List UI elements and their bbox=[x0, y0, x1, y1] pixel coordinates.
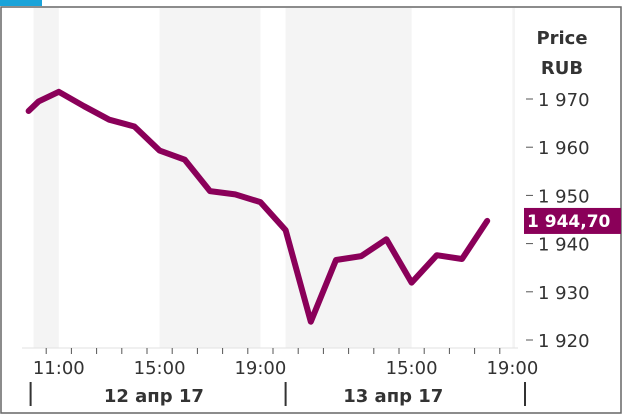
y-tick-label: 1 930 bbox=[538, 283, 590, 304]
x-date-label: 12 апр 17 bbox=[104, 386, 204, 407]
shaded-band bbox=[285, 8, 412, 348]
y-tick-label: 1 970 bbox=[538, 90, 590, 111]
y-tick-label: 1 950 bbox=[538, 186, 590, 207]
x-time-label: 15:00 bbox=[386, 358, 438, 379]
x-time-label: 19:00 bbox=[486, 358, 538, 379]
price-line bbox=[25, 88, 491, 325]
last-value-badge bbox=[524, 207, 621, 234]
y-axis-title: RUB bbox=[541, 58, 583, 79]
x-time-label: 15:00 bbox=[134, 358, 186, 379]
shaded-band bbox=[512, 8, 515, 348]
y-tick-label: 1 940 bbox=[538, 235, 590, 256]
top-accent-bar bbox=[0, 0, 42, 6]
x-date-label: 13 апр 17 bbox=[343, 386, 443, 407]
x-time-label: 19:00 bbox=[234, 358, 286, 379]
shaded-band bbox=[159, 8, 261, 348]
x-time-label: 11:00 bbox=[33, 358, 85, 379]
y-tick-label: 1 960 bbox=[538, 138, 590, 159]
y-tick-label: 1 920 bbox=[538, 331, 590, 352]
shaded-band bbox=[33, 8, 59, 348]
y-axis-title: Price bbox=[536, 28, 587, 49]
last-value-label: 1 944,70 bbox=[527, 212, 611, 232]
